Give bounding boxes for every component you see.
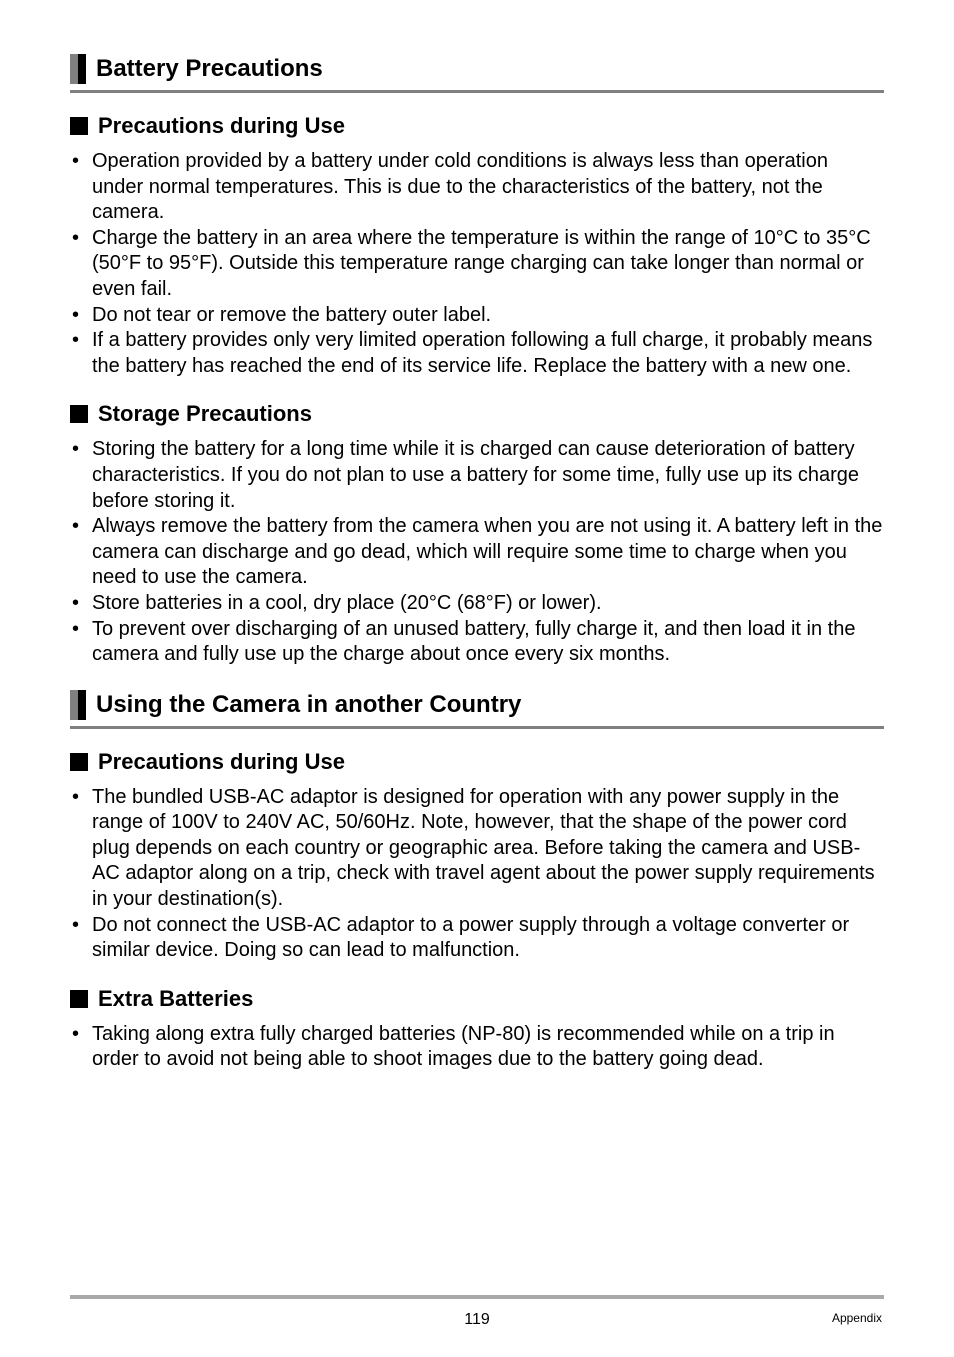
sub-header-extra-batteries: Extra Batteries	[70, 986, 884, 1012]
bullet-list: The bundled USB-AC adaptor is designed f…	[70, 785, 884, 964]
bullet-item: Taking along extra fully charged batteri…	[70, 1022, 884, 1073]
bullet-list: Operation provided by a battery under co…	[70, 149, 884, 379]
sub-title: Precautions during Use	[98, 749, 345, 775]
sub-header-precautions-use-2: Precautions during Use	[70, 749, 884, 775]
section-title: Using the Camera in another Country	[96, 690, 521, 720]
sub-header-precautions-use-1: Precautions during Use	[70, 113, 884, 139]
bullet-item: Do not tear or remove the battery outer …	[70, 303, 884, 329]
header-bar-grey	[70, 54, 78, 84]
page-number: 119	[0, 1311, 954, 1329]
square-bullet-icon	[70, 405, 88, 423]
bullet-item: Store batteries in a cool, dry place (20…	[70, 591, 884, 617]
footer-rule	[70, 1295, 884, 1299]
section-underline	[70, 726, 884, 729]
bullet-item: Always remove the battery from the camer…	[70, 514, 884, 591]
bullet-item: Operation provided by a battery under co…	[70, 149, 884, 226]
sub-title: Precautions during Use	[98, 113, 345, 139]
square-bullet-icon	[70, 753, 88, 771]
bullet-list: Taking along extra fully charged batteri…	[70, 1022, 884, 1073]
bullet-item: Storing the battery for a long time whil…	[70, 437, 884, 514]
sub-title: Storage Precautions	[98, 401, 312, 427]
sub-header-storage: Storage Precautions	[70, 401, 884, 427]
section-header-country: Using the Camera in another Country	[70, 690, 884, 720]
bullet-list: Storing the battery for a long time whil…	[70, 437, 884, 667]
bullet-item: Do not connect the USB-AC adaptor to a p…	[70, 913, 884, 964]
header-bar-black	[78, 690, 86, 720]
sub-title: Extra Batteries	[98, 986, 253, 1012]
bullet-item: If a battery provides only very limited …	[70, 328, 884, 379]
header-bar-grey	[70, 690, 78, 720]
bullet-item: To prevent over discharging of an unused…	[70, 617, 884, 668]
bullet-item: Charge the battery in an area where the …	[70, 226, 884, 303]
square-bullet-icon	[70, 990, 88, 1008]
appendix-label: Appendix	[832, 1311, 882, 1325]
section-underline	[70, 90, 884, 93]
section-header-battery: Battery Precautions	[70, 54, 884, 84]
header-bar-black	[78, 54, 86, 84]
square-bullet-icon	[70, 117, 88, 135]
section-title: Battery Precautions	[96, 54, 323, 84]
bullet-item: The bundled USB-AC adaptor is designed f…	[70, 785, 884, 913]
